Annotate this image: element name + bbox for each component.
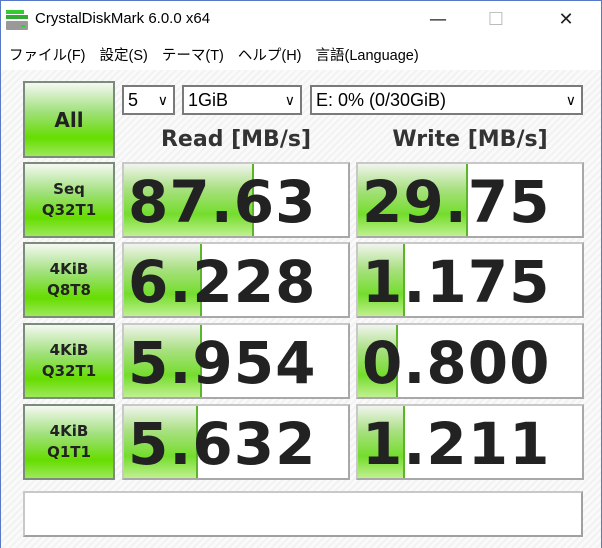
size-select[interactable]: 1GiB ∨: [182, 85, 302, 115]
test-label-line2: Q32T1: [41, 362, 97, 380]
menu-settings[interactable]: 設定(S): [99, 47, 148, 64]
test-label-line2: Q1T1: [47, 443, 91, 461]
test-button-3[interactable]: 4KiB Q1T1: [23, 404, 115, 480]
read-value: 87.63: [128, 168, 317, 236]
read-progress-bar: [124, 244, 203, 316]
title-bar: CrystalDiskMark 6.0.0 x64 — ☐ ✕: [1, 1, 601, 38]
count-value: 5: [128, 90, 139, 110]
menu-help[interactable]: ヘルプ(H): [237, 47, 302, 64]
app-disk-icon: [6, 10, 28, 30]
write-result-cell: 29.75: [356, 162, 584, 238]
write-value: 1.175: [362, 248, 551, 316]
comment-field[interactable]: [23, 491, 583, 537]
write-value: 1.211: [362, 410, 551, 478]
test-label-line2: Q32T1: [41, 201, 97, 219]
close-button[interactable]: ✕: [558, 9, 574, 30]
read-value: 6.228: [128, 248, 317, 316]
read-result-cell: 5.954: [122, 323, 350, 399]
write-progress-bar: [358, 164, 468, 236]
write-progress-bar: [358, 406, 406, 478]
drive-select[interactable]: E: 0% (0/30GiB) ∨: [310, 85, 583, 115]
write-result-cell: 1.211: [356, 404, 584, 480]
menu-file[interactable]: ファイル(F): [9, 47, 86, 64]
menu-bar: ファイル(F) 設定(S) テーマ(T) ヘルプ(H) 言語(Language): [1, 40, 601, 68]
menu-theme[interactable]: テーマ(T): [161, 47, 224, 64]
window-title: CrystalDiskMark 6.0.0 x64: [35, 10, 211, 27]
chevron-down-icon: ∨: [565, 92, 576, 108]
test-button-0[interactable]: Seq Q32T1: [23, 162, 115, 238]
all-button[interactable]: All: [23, 81, 115, 158]
size-value: 1GiB: [188, 90, 229, 110]
write-result-cell: 1.175: [356, 242, 584, 318]
write-progress-bar: [358, 244, 406, 316]
menu-language[interactable]: 言語(Language): [315, 47, 419, 64]
read-result-cell: 87.63: [122, 162, 350, 238]
test-label-line1: 4KiB: [49, 422, 89, 440]
read-value: 5.632: [128, 410, 317, 478]
write-result-cell: 0.800: [356, 323, 584, 399]
read-progress-bar: [124, 164, 254, 236]
write-progress-bar: [358, 325, 399, 397]
test-label-line2: Q8T8: [47, 281, 91, 299]
maximize-button[interactable]: ☐: [487, 9, 505, 30]
test-button-1[interactable]: 4KiB Q8T8: [23, 242, 115, 318]
read-result-cell: 6.228: [122, 242, 350, 318]
write-value: 0.800: [362, 329, 551, 397]
count-select[interactable]: 5 ∨: [122, 85, 175, 115]
read-progress-bar: [124, 325, 203, 397]
minimize-button[interactable]: —: [429, 9, 447, 30]
drive-value: E: 0% (0/30GiB): [316, 90, 447, 110]
test-label-line1: 4KiB: [49, 341, 89, 359]
read-header: Read [MB/s]: [160, 127, 311, 152]
chevron-down-icon: ∨: [157, 92, 168, 108]
read-progress-bar: [124, 406, 198, 478]
test-button-2[interactable]: 4KiB Q32T1: [23, 323, 115, 399]
write-value: 29.75: [362, 168, 551, 236]
chevron-down-icon: ∨: [284, 92, 295, 108]
read-result-cell: 5.632: [122, 404, 350, 480]
write-header: Write [MB/s]: [392, 127, 548, 152]
test-label-line1: Seq: [53, 180, 85, 198]
read-value: 5.954: [128, 329, 317, 397]
test-label-line1: 4KiB: [49, 260, 89, 278]
